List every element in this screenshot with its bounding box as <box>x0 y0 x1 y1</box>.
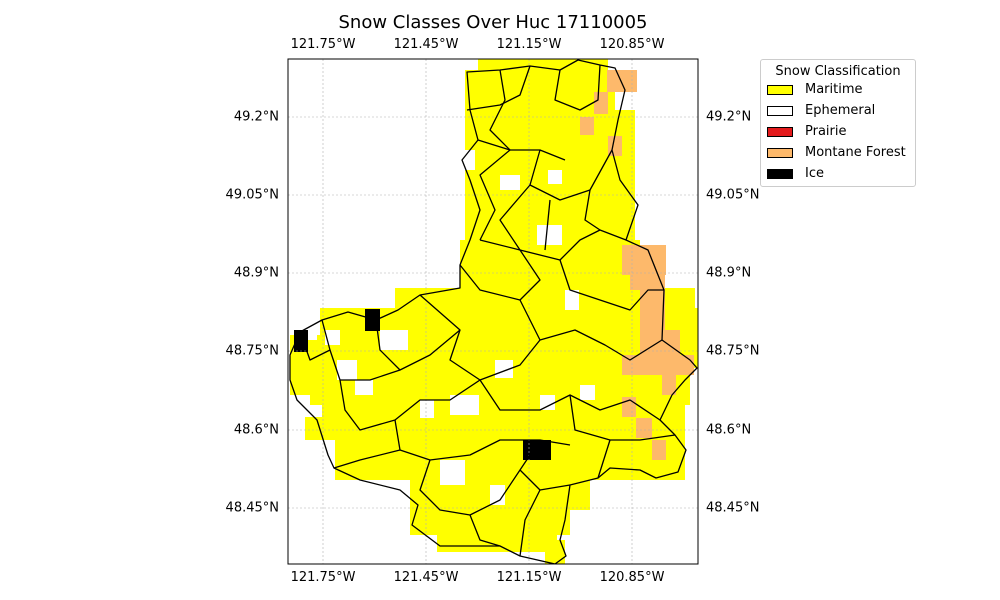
lat-tick-left-3: 48.9°N <box>233 265 279 281</box>
montane-forest-cell <box>580 117 594 135</box>
montane-forest-cell <box>607 70 637 92</box>
maritime-cell <box>437 530 557 552</box>
map-layers <box>288 59 698 564</box>
lon-tick-bottom-3: 121.15°W <box>496 570 562 585</box>
legend-label-prairie: Prairie <box>805 124 847 139</box>
lat-tick-left-4: 48.75°N <box>225 343 279 359</box>
legend-title: Snow Classification <box>775 64 901 79</box>
sub-basin-line <box>544 199 551 251</box>
legend-label-montane-forest: Montane Forest <box>805 145 906 160</box>
ephemeral-cell <box>325 330 340 345</box>
ephemeral-cell <box>355 380 373 395</box>
ice-cell <box>523 440 551 460</box>
sub-basin-line <box>299 331 331 361</box>
watershed-boundaries <box>289 59 698 564</box>
montane-forest-cell <box>652 440 666 460</box>
maritime-cell <box>305 400 685 440</box>
ephemeral-cell <box>565 290 579 310</box>
lon-tick-bottom-1: 121.75°W <box>290 570 356 585</box>
ephemeral-cell <box>450 395 466 415</box>
legend-label-maritime: Maritime <box>805 82 863 97</box>
ephemeral-cell <box>305 330 317 340</box>
lat-tick-right-5: 48.6°N <box>706 422 752 438</box>
maritime-cell <box>545 540 565 564</box>
ephemeral-cell <box>455 150 475 170</box>
sub-basin-line <box>559 259 664 311</box>
montane-forest-cell <box>640 290 665 330</box>
legend-label-ice: Ice <box>805 166 824 181</box>
montane-forest-cell <box>622 355 694 375</box>
legend-item-ice: Ice <box>761 163 915 184</box>
legend-item-montane-forest: Montane Forest <box>761 142 915 163</box>
sub-basin-line <box>554 64 601 111</box>
legend-item-prairie: Prairie <box>761 121 915 142</box>
ephemeral-cell <box>290 395 310 417</box>
legend-label-ephemeral: Ephemeral <box>805 103 876 118</box>
sub-basin-line <box>539 329 663 361</box>
sub-basin-line <box>489 69 566 161</box>
montane-forest-cell <box>636 418 652 438</box>
sub-basin-line <box>597 439 611 479</box>
sub-basin-line <box>584 189 601 231</box>
montane-forest-cell <box>630 270 665 290</box>
legend: Snow Classification Maritime Ephemeral P… <box>760 59 916 187</box>
ephemeral-cell <box>537 225 562 245</box>
ephemeral-cell <box>495 360 513 378</box>
lon-tick-top-2: 121.45°W <box>393 37 459 52</box>
lat-tick-left-1: 49.2°N <box>233 109 279 125</box>
ice-cell <box>365 309 380 331</box>
montane-forest-cell <box>662 375 676 395</box>
ephemeral-cell <box>310 405 322 417</box>
ephemeral-cell <box>465 395 479 415</box>
ephemeral-cell <box>337 360 357 380</box>
ephemeral-cell <box>548 170 562 184</box>
ephemeral-cell <box>440 460 465 485</box>
sub-basin-line <box>477 139 511 241</box>
huc-outline <box>289 59 698 564</box>
lon-tick-bottom-2: 121.45°W <box>393 570 459 585</box>
legend-item-maritime: Maritime <box>761 79 915 100</box>
lat-tick-left-5: 48.6°N <box>233 422 279 438</box>
legend-item-ephemeral: Ephemeral <box>761 100 915 121</box>
sub-basin-line <box>529 149 613 201</box>
ephemeral-cell <box>420 400 434 418</box>
legend-swatch-montane-forest <box>767 147 793 158</box>
ephemeral-cell <box>580 385 595 400</box>
lat-tick-left-6: 48.45°N <box>225 500 279 516</box>
lat-tick-right-1: 49.2°N <box>706 109 752 125</box>
ephemeral-cell <box>380 330 408 350</box>
legend-swatch-prairie <box>767 126 793 137</box>
sub-basin-line <box>519 489 541 557</box>
lon-tick-top-3: 121.15°W <box>496 37 562 52</box>
lat-tick-left-2: 49.05°N <box>225 187 279 203</box>
lat-tick-right-2: 49.05°N <box>706 187 760 203</box>
maritime-cell <box>478 59 608 78</box>
snow-cells <box>290 59 698 564</box>
ephemeral-cell <box>490 485 505 505</box>
map-frame <box>287 58 699 565</box>
lat-tick-right-6: 48.45°N <box>706 500 760 516</box>
sub-basin-line <box>469 514 501 547</box>
map-title: Snow Classes Over Huc 17110005 <box>338 12 648 33</box>
legend-swatch-ephemeral <box>767 105 793 116</box>
graticule <box>288 59 698 564</box>
sub-basin-line <box>333 449 401 469</box>
ephemeral-cell <box>540 395 555 410</box>
lat-tick-right-3: 48.9°N <box>706 265 752 281</box>
montane-forest-cell <box>594 92 608 114</box>
lon-tick-bottom-4: 120.85°W <box>599 570 665 585</box>
ephemeral-cell <box>500 175 520 190</box>
legend-swatch-ice <box>767 168 793 179</box>
sub-basin-line <box>466 65 531 111</box>
legend-swatch-maritime <box>767 84 793 95</box>
lat-tick-right-4: 48.75°N <box>706 343 760 359</box>
lon-tick-top-1: 121.75°W <box>290 37 356 52</box>
lon-tick-top-4: 120.85°W <box>599 37 665 52</box>
sub-basin-line <box>459 239 541 301</box>
